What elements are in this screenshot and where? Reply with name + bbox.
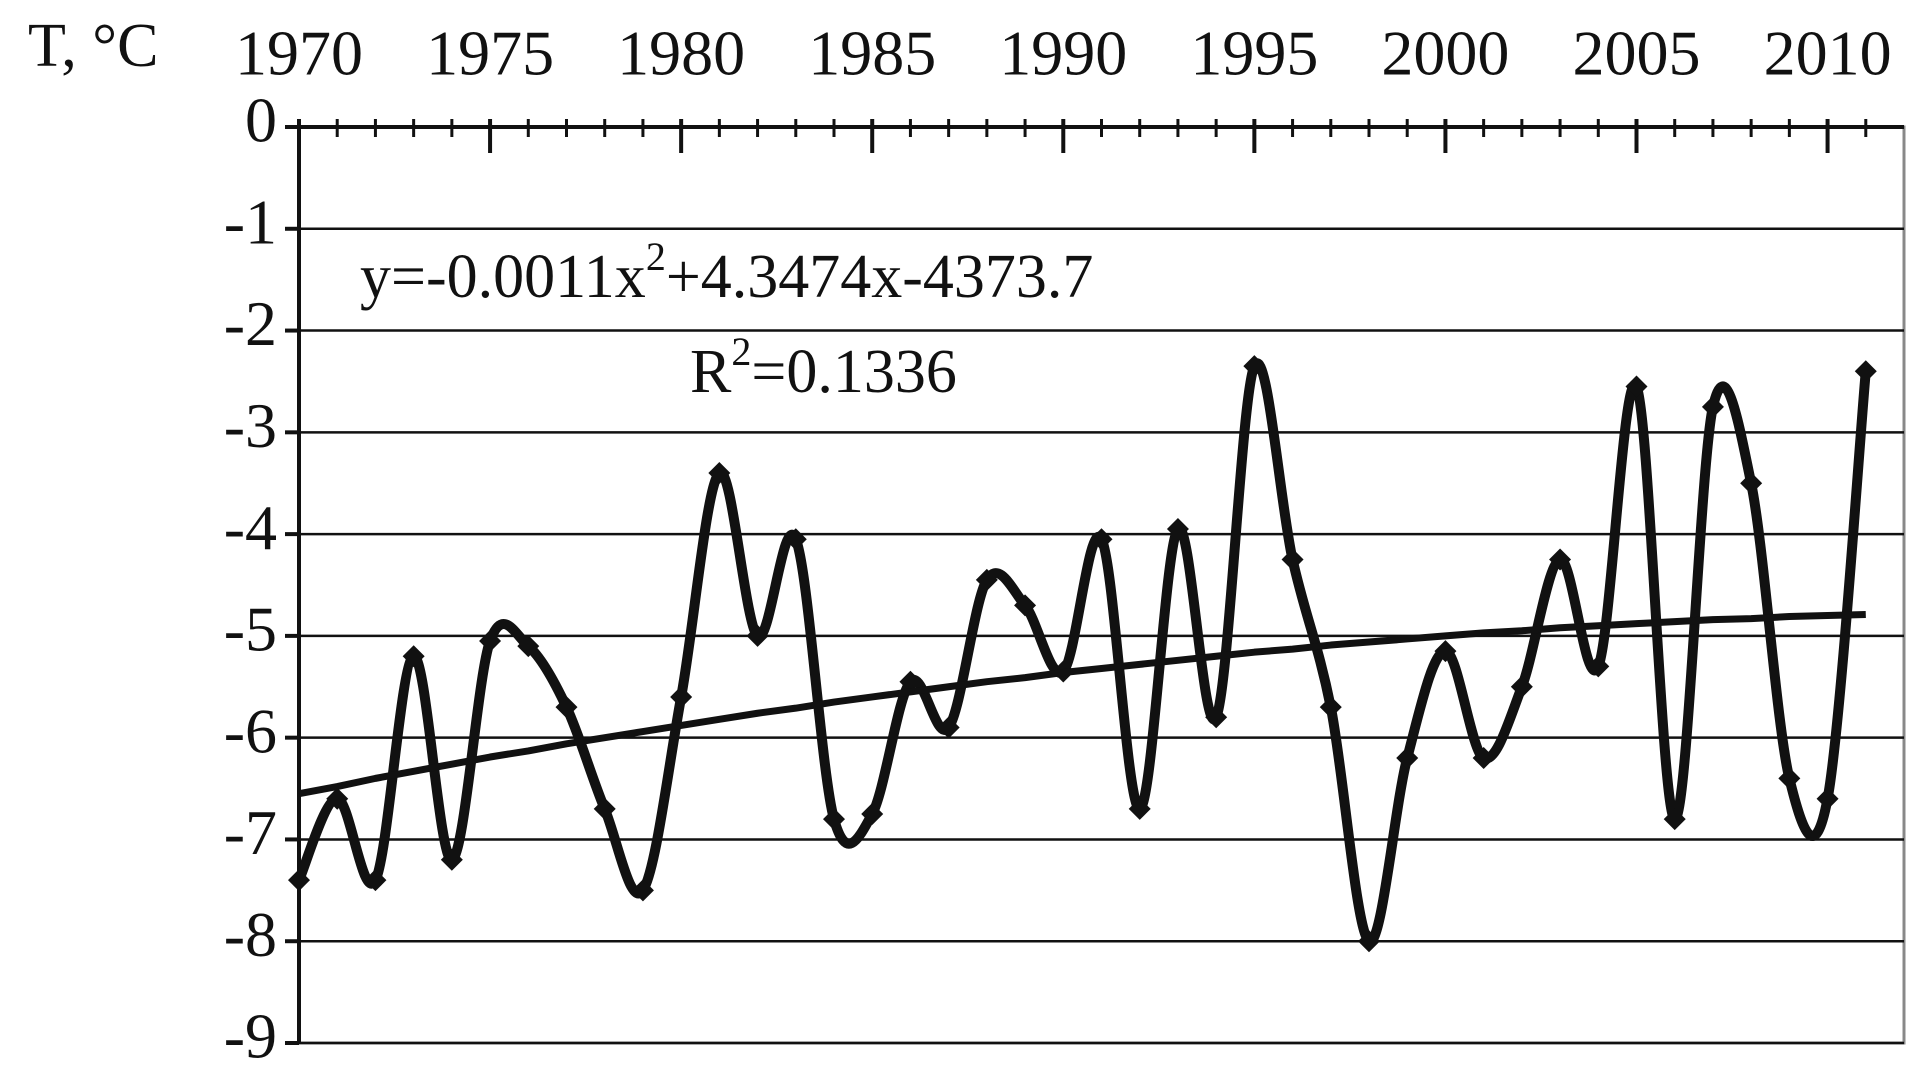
point <box>1014 594 1037 617</box>
point <box>1166 518 1189 541</box>
point <box>1434 640 1457 663</box>
point <box>1319 696 1342 719</box>
point <box>440 848 463 871</box>
x-tick-label: 2005 <box>1573 18 1701 89</box>
point <box>1549 548 1572 571</box>
y-tick-label: -7 <box>224 797 277 868</box>
point <box>517 635 540 658</box>
point <box>1778 767 1801 790</box>
y-tick-label: -3 <box>224 390 277 461</box>
point <box>1663 808 1686 831</box>
point <box>1854 360 1877 383</box>
point <box>631 879 654 902</box>
point <box>899 670 922 693</box>
point <box>555 696 578 719</box>
y-tick-label: -6 <box>224 695 277 766</box>
point <box>861 803 884 825</box>
point <box>593 797 616 820</box>
y-tick-label: -8 <box>224 899 277 970</box>
x-tick-label: 1970 <box>235 18 363 89</box>
annotation-part: =0.1336 <box>751 338 956 406</box>
point <box>288 869 310 892</box>
superscript: 2 <box>646 234 666 279</box>
x-tick-label: 1975 <box>426 18 554 89</box>
superscript: 2 <box>731 329 751 374</box>
y-axis-label: T, °C <box>28 12 158 80</box>
annotation: R2=0.1336 <box>690 329 957 406</box>
point <box>1816 787 1839 810</box>
point <box>1701 395 1724 418</box>
point <box>1625 375 1648 398</box>
x-tick-label: 1985 <box>808 18 936 89</box>
point <box>364 869 387 892</box>
trend-line <box>298 611 1866 798</box>
point <box>1587 655 1610 678</box>
data-line <box>294 358 1871 947</box>
point <box>1090 528 1113 551</box>
point <box>1472 747 1495 770</box>
point <box>1281 548 1304 571</box>
y-tick-label: 0 <box>245 85 277 156</box>
point <box>1205 706 1228 729</box>
point <box>975 568 998 591</box>
point <box>479 629 502 652</box>
y-tick-label: -1 <box>224 186 277 257</box>
y-tick-label: -9 <box>224 1001 277 1072</box>
point <box>937 716 960 739</box>
point <box>1510 675 1533 698</box>
point <box>746 624 769 647</box>
point <box>1128 797 1151 820</box>
point <box>1396 747 1419 770</box>
x-tick-label: 2010 <box>1764 18 1892 89</box>
point <box>1740 472 1763 495</box>
point <box>670 685 693 708</box>
point <box>402 645 425 668</box>
x-tick-label: 1990 <box>999 18 1127 89</box>
point <box>784 528 807 551</box>
annotation-part: R <box>690 338 732 406</box>
annotation-part: +4.3474x-4373.7 <box>666 243 1094 311</box>
point <box>1243 355 1266 378</box>
point <box>823 808 845 831</box>
point <box>708 462 731 485</box>
x-tick-label: 1980 <box>617 18 745 89</box>
y-tick-label: -2 <box>224 288 277 359</box>
x-tick-label: 2000 <box>1381 18 1509 89</box>
point <box>326 787 349 810</box>
x-tick-label: 1995 <box>1190 18 1318 89</box>
y-tick-label: -4 <box>224 492 277 563</box>
annotation-part: y=-0.0011x <box>360 243 646 311</box>
annotation: y=-0.0011x2+4.3474x-4373.7 <box>360 234 1093 311</box>
point <box>1358 930 1380 953</box>
y-tick-label: -5 <box>224 594 277 665</box>
